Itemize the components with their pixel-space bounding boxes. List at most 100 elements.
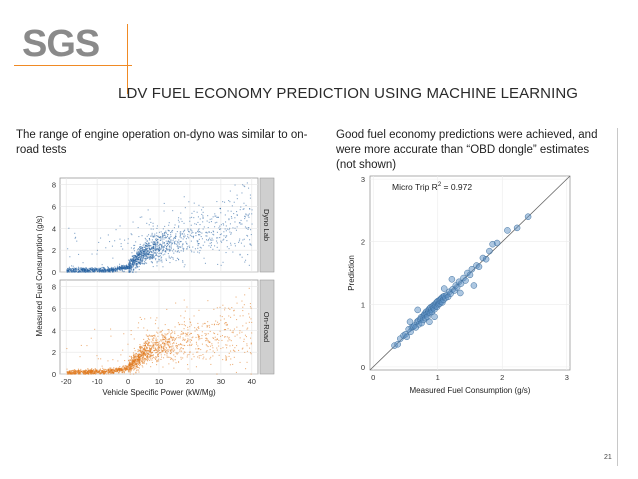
scatter-point [157, 255, 159, 257]
scatter-point [130, 271, 132, 273]
scatter-point [164, 234, 166, 236]
scatter-point [210, 363, 212, 365]
scatter-point [130, 370, 132, 372]
scatter-point [145, 334, 147, 336]
scatter-point [136, 260, 138, 262]
scatter-point [150, 335, 152, 337]
scatter-point [114, 369, 116, 371]
scatter-point [180, 333, 182, 335]
scatter-point [103, 373, 105, 375]
scatter-point [168, 224, 170, 226]
scatter-point [233, 201, 235, 203]
scatter-point [67, 373, 69, 375]
scatter-point [193, 356, 195, 358]
scatter-point [72, 371, 74, 373]
scatter-point [204, 333, 206, 335]
scatter-point [249, 243, 251, 245]
scatter-point [82, 371, 84, 373]
scatter-point [123, 367, 125, 369]
scatter-point [105, 270, 107, 272]
scatter-point [183, 324, 185, 326]
x-tick-label: 0 [371, 373, 375, 382]
scatter-point [145, 256, 147, 258]
scatter-point [151, 353, 153, 355]
scatter-point [231, 205, 233, 207]
scatter-point [164, 349, 166, 351]
scatter-point [178, 361, 180, 363]
scatter-point [202, 217, 204, 219]
scatter-point [195, 336, 197, 338]
scatter-point [125, 268, 127, 270]
scatter-point [187, 368, 189, 370]
scatter-point [231, 307, 233, 309]
scatter-point [144, 343, 146, 345]
scatter-point [183, 266, 185, 268]
scatter-point [184, 351, 186, 353]
scatter-point [166, 235, 168, 237]
scatter-point [78, 372, 80, 374]
scatter-point [73, 267, 75, 269]
scatter-point [164, 343, 166, 345]
scatter-point [141, 361, 143, 363]
scatter-point [223, 329, 225, 331]
scatter-point [167, 237, 169, 239]
scatter-point [228, 219, 230, 221]
scatter-point [143, 351, 145, 353]
scatter-point [137, 266, 139, 268]
scatter-point [150, 356, 152, 358]
scatter-point [150, 349, 152, 351]
scatter-point [139, 344, 141, 346]
scatter-point [177, 244, 179, 246]
scatter-point [177, 240, 179, 242]
scatter-point [110, 370, 112, 372]
scatter-point [146, 249, 148, 251]
scatter-point [216, 349, 218, 351]
left-caption: The range of engine operation on-dyno wa… [16, 129, 308, 156]
scatter-point [191, 216, 193, 218]
scatter-point [104, 371, 106, 373]
scatter-point [150, 256, 152, 258]
scatter-point [73, 372, 75, 374]
scatter-point [161, 329, 163, 331]
scatter-point [244, 351, 246, 353]
scatter-point [72, 370, 74, 372]
scatter-point [209, 349, 211, 351]
scatter-point [195, 366, 197, 368]
scatter-point [91, 267, 93, 269]
scatter-point [116, 269, 118, 271]
scatter-point [152, 247, 154, 249]
scatter-point [148, 251, 150, 253]
scatter-point [172, 338, 174, 340]
scatter-point [145, 351, 147, 353]
scatter-point [136, 251, 138, 253]
scatter-point [70, 268, 72, 270]
scatter-point [146, 353, 148, 355]
scatter-point [138, 367, 140, 369]
scatter-point [76, 370, 78, 372]
scatter-point [142, 355, 144, 357]
scatter-point [72, 267, 74, 269]
scatter-point [123, 333, 125, 335]
scatter-point [162, 346, 164, 348]
scatter-point [215, 215, 217, 217]
scatter-point [186, 243, 188, 245]
scatter-point [212, 350, 214, 352]
scatter-point [245, 259, 247, 261]
scatter-point [136, 360, 138, 362]
scatter-point [139, 247, 141, 249]
scatter-point [119, 238, 121, 240]
scatter-point [210, 221, 212, 223]
scatter-point [100, 271, 102, 273]
scatter-point [126, 367, 128, 369]
scatter-point [119, 268, 121, 270]
scatter-point [86, 371, 88, 373]
scatter-point [140, 318, 142, 320]
scatter-point [162, 228, 164, 230]
scatter-point [180, 358, 182, 360]
scatter-point [105, 369, 107, 371]
scatter-point [140, 353, 142, 355]
scatter-point [128, 266, 130, 268]
scatter-point [183, 351, 185, 353]
scatter-point [137, 252, 139, 254]
scatter-point [140, 263, 142, 265]
